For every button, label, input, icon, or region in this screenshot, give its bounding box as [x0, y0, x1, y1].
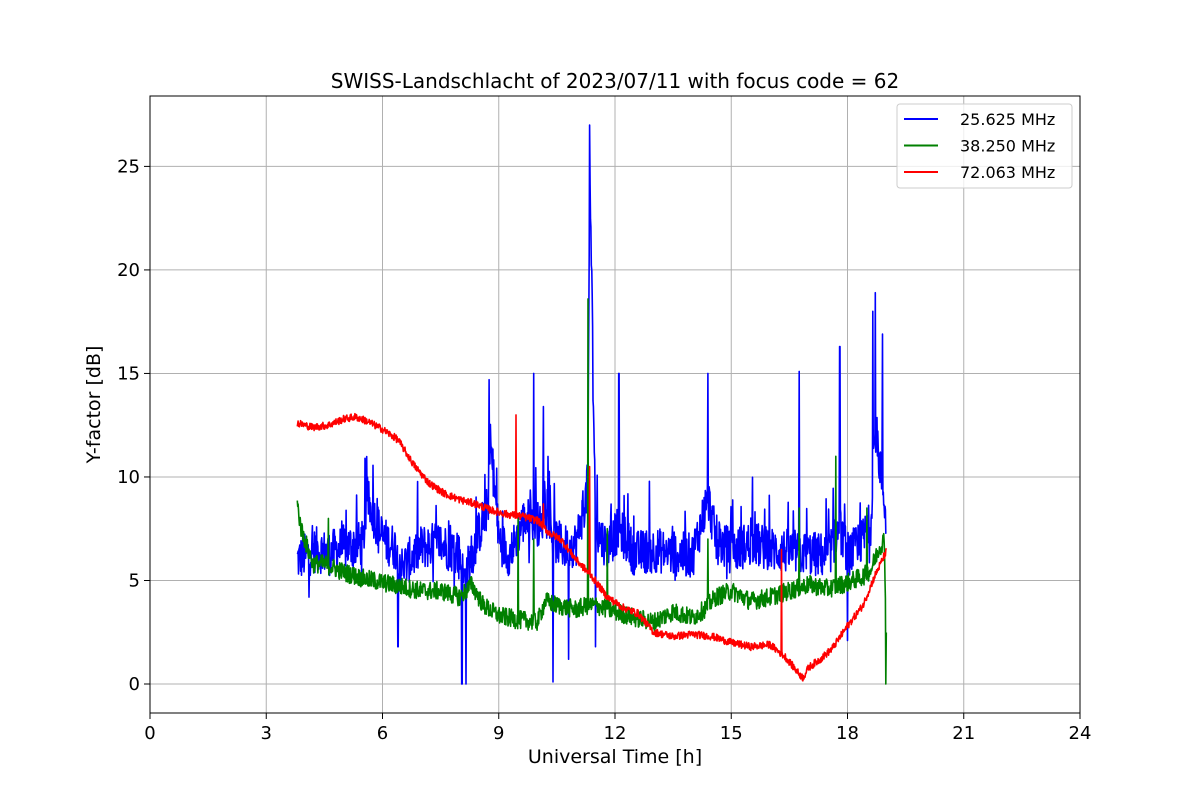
legend-label: 72.063 MHz	[960, 163, 1055, 182]
series-line-1	[296, 124, 887, 685]
y-tick-label: 20	[117, 260, 140, 281]
x-axis-ticks: 0 3 6 9 12 15 18 21 24	[144, 713, 1091, 744]
series-line-2	[296, 298, 888, 685]
y-tick-label: 0	[129, 674, 140, 695]
chart-title: SWISS-Landschlacht of 2023/07/11 with fo…	[331, 69, 899, 93]
y-tick-label: 5	[129, 570, 140, 591]
grid	[149, 96, 1081, 713]
legend-label: 38.250 MHz	[960, 137, 1055, 156]
x-tick-label: 18	[836, 723, 859, 744]
legend-box	[896, 103, 1073, 189]
x-tick-label: 0	[144, 723, 155, 744]
series-line-3	[296, 412, 888, 682]
y-tick-label: 15	[117, 363, 140, 384]
y-tick-label: 10	[117, 467, 140, 488]
x-tick-label: 9	[493, 723, 504, 744]
x-tick-label: 21	[952, 723, 975, 744]
y-tick-label: 25	[117, 156, 140, 177]
x-axis-label: Universal Time [h]	[528, 746, 702, 768]
x-tick-label: 15	[720, 723, 743, 744]
x-tick-label: 3	[261, 723, 272, 744]
x-tick-label: 12	[604, 723, 627, 744]
legend: 25.625 MHz 38.250 MHz 72.063 MHz	[896, 103, 1073, 189]
legend-label: 25.625 MHz	[960, 110, 1055, 129]
y-axis-ticks: 0 5 10 15 20 25	[117, 156, 150, 695]
y-axis-label: Y-factor [dB]	[83, 346, 105, 465]
series-lines	[296, 124, 888, 685]
x-tick-label: 6	[377, 723, 388, 744]
x-tick-label: 24	[1069, 723, 1092, 744]
